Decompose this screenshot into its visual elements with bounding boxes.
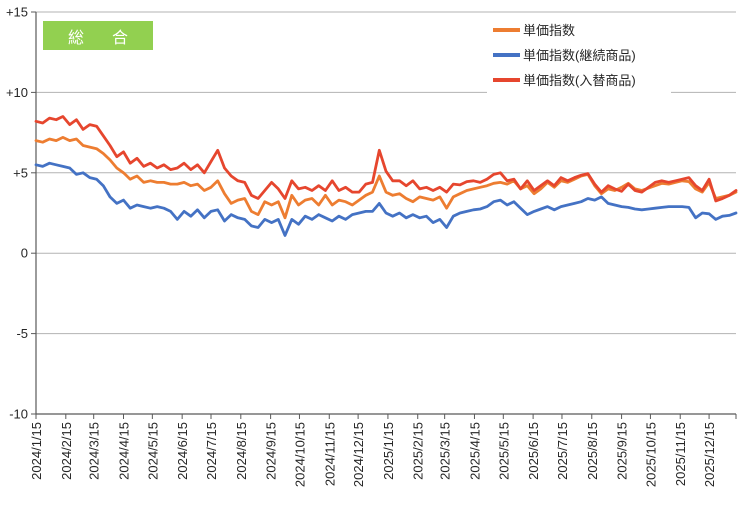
series-line-1 (34, 161, 738, 237)
x-axis-label: 2024/9/15 (264, 422, 279, 480)
x-axis-label: 2024/11/15 (322, 422, 337, 486)
legend-line-swatch-red (493, 77, 520, 82)
legend-item-label: 単価指数 (523, 23, 576, 38)
x-axis-label: 2024/5/15 (145, 422, 160, 480)
y-axis-label: -5 (16, 326, 28, 341)
series-line-0 (34, 135, 738, 220)
x-axis-label: 2025/5/15 (496, 422, 511, 480)
x-axis-label: 2024/12/15 (351, 422, 366, 487)
x-axis-label: 2025/8/15 (585, 422, 600, 480)
x-axis-label: 2024/10/15 (292, 422, 307, 487)
x-axis-label: 2025/9/15 (615, 422, 630, 480)
x-axis-label: 2024/1/15 (29, 422, 44, 480)
legend-item-label: 単価指数(継続商品) (523, 48, 636, 63)
legend-item-unit-price-index: 単価指数 (493, 17, 671, 42)
x-axis-label: 2024/4/15 (117, 422, 132, 480)
y-axis-label: +15 (6, 5, 28, 20)
x-axis-label: 2024/8/15 (234, 422, 249, 480)
x-axis-label: 2025/11/15 (673, 422, 688, 486)
legend-item-label: 単価指数(入替商品) (523, 73, 636, 88)
y-axis-label: +5 (13, 165, 28, 180)
legend: 単価指数 単価指数(継続商品) 単価指数(入替商品) (487, 14, 671, 96)
x-axis-label: 2025/1/15 (381, 422, 396, 480)
x-axis-label: 2025/2/15 (411, 422, 426, 480)
y-axis-label: -10 (9, 407, 28, 422)
x-axis-label: 2025/3/15 (438, 422, 453, 480)
x-axis-label: 2025/6/15 (526, 422, 541, 480)
legend-line-swatch-blue (493, 52, 520, 57)
x-axis-label: 2024/2/15 (59, 422, 74, 480)
x-axis-label: 2024/6/15 (175, 422, 190, 480)
x-axis-label: 2025/4/15 (467, 422, 482, 480)
y-axis-label: +10 (6, 85, 28, 100)
x-axis-label: 2025/10/15 (643, 422, 658, 487)
x-axis-label: 2025/12/15 (702, 422, 717, 487)
legend-item-replacement-products: 単価指数(入替商品) (493, 67, 671, 92)
x-axis-label: 2024/7/15 (204, 422, 219, 480)
y-axis-label: 0 (21, 246, 28, 261)
category-badge: 総 合 (43, 21, 153, 50)
legend-line-swatch-orange (493, 27, 520, 32)
legend-item-continuing-products: 単価指数(継続商品) (493, 42, 671, 67)
x-axis-label: 2024/3/15 (87, 422, 102, 480)
series-line-2 (34, 115, 738, 203)
x-axis-label: 2025/7/15 (555, 422, 570, 480)
